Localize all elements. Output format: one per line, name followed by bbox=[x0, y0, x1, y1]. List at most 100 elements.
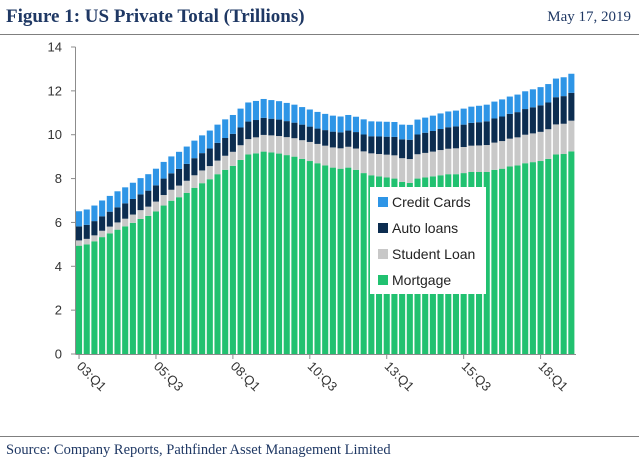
bar-segment-auto-loans bbox=[183, 163, 190, 181]
bar-segment-student-loan bbox=[452, 148, 460, 175]
bar-segment-auto-loans bbox=[306, 126, 313, 142]
legend: Credit Cards Auto loans Student Loan Mortga… bbox=[370, 187, 486, 294]
bar-segment-auto-loans bbox=[514, 112, 521, 138]
bar-segment-student-loan bbox=[183, 180, 190, 193]
bar-segment-mortgage bbox=[206, 179, 213, 354]
bar-segment-student-loan bbox=[129, 214, 136, 223]
bar-segment-mortgage bbox=[176, 197, 183, 354]
bar-segment-auto-loans bbox=[83, 224, 90, 239]
bar-segment-credit-cards bbox=[329, 115, 336, 132]
bar-segment-auto-loans bbox=[145, 190, 152, 207]
bar-segment-student-loan bbox=[352, 148, 360, 170]
bar-segment-student-loan bbox=[106, 226, 113, 234]
bar-segment-mortgage bbox=[199, 183, 206, 354]
bar-segment-auto-loans bbox=[422, 132, 429, 153]
bar-segment-auto-loans bbox=[537, 105, 544, 132]
bar-segment-credit-cards bbox=[529, 89, 536, 108]
bar-segment-credit-cards bbox=[99, 200, 106, 217]
bar-segment-credit-cards bbox=[206, 130, 213, 149]
bar-segment-credit-cards bbox=[568, 73, 575, 93]
bar-segment-auto-loans bbox=[322, 130, 329, 146]
bar-segment-mortgage bbox=[129, 222, 136, 354]
x-tick-label: 03:Q1 bbox=[74, 359, 110, 395]
bar-segment-credit-cards bbox=[268, 100, 275, 119]
bar-segment-student-loan bbox=[145, 206, 152, 216]
bar-segment-credit-cards bbox=[368, 121, 375, 137]
bar-segment-auto-loans bbox=[491, 118, 498, 143]
bar-segment-auto-loans bbox=[129, 198, 136, 215]
bar-segment-mortgage bbox=[537, 161, 544, 354]
bar-segment-mortgage bbox=[76, 245, 83, 354]
bar-segment-auto-loans bbox=[383, 136, 390, 155]
bar-segment-auto-loans bbox=[483, 121, 490, 146]
bar-segment-mortgage bbox=[329, 167, 336, 354]
bar-segment-auto-loans bbox=[268, 118, 275, 136]
bar-segment-credit-cards bbox=[414, 119, 421, 135]
bar-segment-mortgage bbox=[552, 154, 560, 354]
bar-segment-student-loan bbox=[329, 147, 336, 168]
bar-segment-auto-loans bbox=[199, 153, 206, 171]
bar-segment-student-loan bbox=[268, 135, 275, 153]
bar-segment-credit-cards bbox=[437, 113, 444, 130]
bar-segment-mortgage bbox=[276, 153, 283, 354]
bar-segment-credit-cards bbox=[452, 110, 460, 127]
bar-segment-mortgage bbox=[306, 161, 313, 354]
y-tick-label: 8 bbox=[55, 171, 62, 186]
bar-segment-credit-cards bbox=[537, 87, 544, 106]
bar-segment-student-loan bbox=[214, 160, 221, 175]
legend-swatch-student-loan bbox=[378, 249, 388, 259]
x-tick-label: 05:Q3 bbox=[151, 359, 187, 395]
bar-segment-credit-cards bbox=[83, 209, 90, 225]
bar-segment-student-loan bbox=[345, 146, 352, 168]
bar-segment-auto-loans bbox=[252, 120, 260, 138]
bar-segment-student-loan bbox=[460, 146, 467, 174]
bar-segment-auto-loans bbox=[137, 194, 144, 211]
bar-segment-mortgage bbox=[214, 174, 221, 354]
bar-segment-credit-cards bbox=[152, 168, 160, 186]
bar-segment-student-loan bbox=[306, 141, 313, 162]
bar-segment-credit-cards bbox=[468, 106, 475, 123]
bar-segment-student-loan bbox=[99, 230, 106, 238]
bar-segment-student-loan bbox=[545, 129, 552, 159]
bar-segment-mortgage bbox=[191, 187, 198, 354]
bar-segment-mortgage bbox=[245, 154, 252, 354]
y-tick-label: 10 bbox=[48, 127, 62, 142]
bar-segment-mortgage bbox=[83, 244, 90, 354]
bar-segment-auto-loans bbox=[283, 121, 290, 138]
bar-segment-student-loan bbox=[299, 140, 306, 159]
bar-segment-mortgage bbox=[260, 151, 267, 354]
x-tick-label: 15:Q3 bbox=[459, 359, 495, 395]
bar-segment-credit-cards bbox=[337, 116, 344, 133]
bar-segment-credit-cards bbox=[322, 113, 329, 131]
bar-segment-credit-cards bbox=[214, 124, 221, 143]
bar-segment-credit-cards bbox=[245, 102, 252, 122]
bar-segment-credit-cards bbox=[552, 78, 560, 98]
bar-segment-mortgage bbox=[99, 237, 106, 354]
bar-segment-student-loan bbox=[414, 154, 421, 179]
bar-segment-mortgage bbox=[506, 166, 513, 354]
y-tick-label: 0 bbox=[55, 347, 62, 362]
bar-segment-mortgage bbox=[145, 215, 152, 354]
bar-segment-student-loan bbox=[491, 142, 498, 170]
bar-segment-credit-cards bbox=[560, 77, 567, 97]
bar-segment-student-loan bbox=[291, 138, 298, 157]
bar-segment-auto-loans bbox=[329, 131, 336, 148]
legend-label-mortgage: Mortgage bbox=[392, 272, 451, 288]
bar-segment-auto-loans bbox=[237, 127, 244, 146]
bar-segment-student-loan bbox=[499, 141, 506, 169]
bar-segment-auto-loans bbox=[437, 129, 444, 151]
bar-segment-auto-loans bbox=[91, 221, 98, 236]
bar-segment-mortgage bbox=[237, 159, 244, 354]
bar-segment-auto-loans bbox=[345, 130, 352, 147]
bar-segment-mortgage bbox=[268, 152, 275, 354]
bar-segment-credit-cards bbox=[145, 174, 152, 191]
bar-segment-student-loan bbox=[391, 155, 398, 179]
bar-segment-credit-cards bbox=[160, 161, 167, 179]
legend-swatch-mortgage bbox=[378, 275, 388, 285]
bar-segment-mortgage bbox=[499, 168, 506, 354]
header: Figure 1: US Private Total (Trillions) M… bbox=[0, 0, 639, 36]
bar-segment-student-loan bbox=[191, 175, 198, 188]
bar-segment-credit-cards bbox=[137, 178, 144, 195]
bar-segment-mortgage bbox=[152, 211, 160, 354]
